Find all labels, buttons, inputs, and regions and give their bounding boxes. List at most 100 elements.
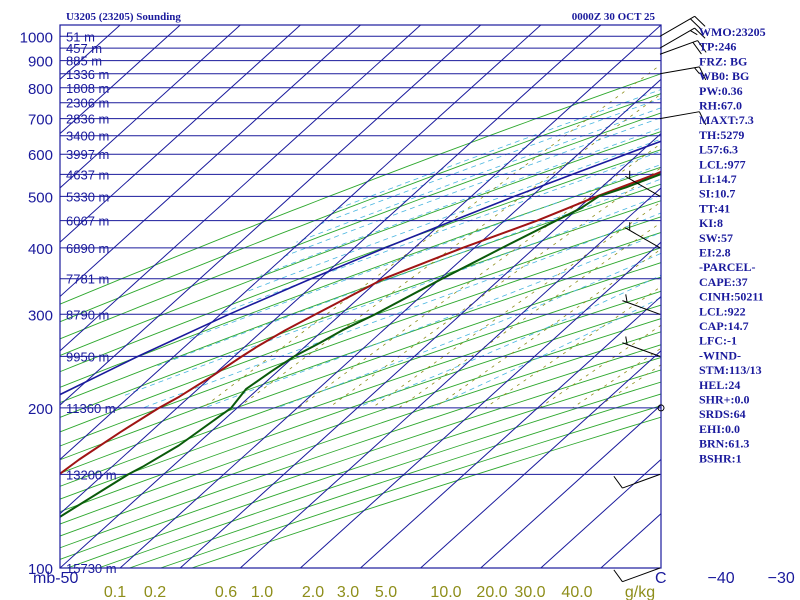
height-label: 51 m — [66, 29, 95, 44]
isotherm — [60, 25, 482, 406]
isotherm — [300, 241, 661, 568]
dry-adiabat — [60, 318, 661, 525]
isotherm — [60, 25, 301, 243]
title-right: 0000Z 30 OCT 25 — [572, 11, 656, 23]
height-label: 885 m — [66, 54, 102, 69]
pressure-label-1000: 1000 — [20, 29, 53, 46]
pressure-label-400: 400 — [28, 241, 53, 258]
temp-tick-label: −40 — [708, 570, 735, 587]
dry-adiabat — [60, 276, 661, 487]
sounding-index: L57:6.3 — [699, 143, 738, 157]
height-label: 6890 m — [66, 241, 109, 256]
sounding-index: WMO:23205 — [699, 25, 766, 39]
temperature-line — [60, 172, 661, 518]
mixing-ratio-label: 0.6 — [215, 584, 237, 600]
sounding-index: FRZ: BG — [699, 54, 747, 68]
pressure-label-100: 100 — [28, 561, 53, 578]
mixing-ratio-label: g/kg — [625, 584, 655, 600]
isotherm — [60, 25, 361, 298]
sounding-index: EI:2.8 — [699, 246, 731, 260]
dry-adiabat — [60, 73, 661, 305]
sounding-index: LCL:977 — [699, 157, 746, 171]
dry-adiabat — [60, 262, 661, 474]
isotherm — [60, 25, 181, 135]
dry-adiabat — [60, 200, 661, 418]
labels-layer: U3205 (23205) Sounding 0000Z 30 OCT 25 1… — [20, 11, 795, 600]
pressure-label-300: 300 — [28, 307, 53, 324]
sounding-index: RH:67.0 — [699, 99, 742, 113]
dry-adiabat — [60, 331, 661, 537]
height-label: 3400 m — [66, 129, 109, 144]
dry-adiabat — [60, 232, 661, 447]
height-label: 15730 m — [66, 561, 117, 576]
dry-adiabat — [60, 149, 661, 373]
temp-tick-label: −30 — [768, 570, 795, 587]
sounding-index: SRDS:64 — [699, 407, 746, 421]
moist-adiabat — [276, 252, 661, 409]
sounding-index: LFC:-1 — [699, 334, 737, 348]
isotherm — [360, 295, 661, 568]
isotherm — [60, 25, 421, 352]
mixing-ratio-label: 20.0 — [476, 584, 507, 600]
height-label: 2306 m — [66, 96, 109, 111]
pressure-label-500: 500 — [28, 189, 53, 206]
tropopause-marker — [657, 404, 665, 412]
height-label: 13200 m — [66, 467, 117, 482]
sounding-index: TP:246 — [699, 40, 736, 54]
mixing-ratio-label: 10.0 — [430, 584, 461, 600]
moist-adiabat — [315, 98, 661, 227]
isotherm — [119, 78, 661, 568]
sounding-index: TT:41 — [699, 201, 730, 215]
mixing-ratio-label: 0.1 — [104, 584, 126, 600]
wind-barb — [659, 15, 706, 37]
wind-barb — [659, 111, 707, 125]
mixing-ratio-line — [202, 64, 661, 409]
moist-adiabat — [282, 117, 661, 258]
height-label: 7781 m — [66, 272, 109, 287]
height-label: 1808 m — [66, 81, 109, 96]
mixing-ratio-line — [434, 248, 661, 409]
height-label: 9950 m — [66, 349, 109, 364]
wind-barb — [625, 170, 661, 197]
title-left: U3205 (23205) Sounding — [66, 11, 181, 23]
height-label: 1336 m — [66, 67, 109, 82]
isotherm — [60, 25, 661, 568]
wind-barb — [625, 222, 661, 249]
isotherm — [179, 132, 661, 568]
isotherm — [420, 350, 661, 568]
wind-barb — [622, 294, 661, 315]
mixing-ratio-label: 5.0 — [375, 584, 397, 600]
isotherm — [239, 187, 661, 568]
pressure-label-600: 600 — [28, 147, 53, 164]
sounding-index: CAPE:37 — [699, 275, 748, 289]
sounding-index: STM:113/13 — [699, 363, 762, 377]
dry-adiabat — [60, 93, 661, 323]
dry-adiabat — [60, 304, 661, 513]
mixing-ratio-label: 0.2 — [144, 584, 166, 600]
temp-tick-label: C — [655, 570, 667, 587]
mixing-ratio-label: 40.0 — [561, 584, 592, 600]
sounding-index: KI:8 — [699, 216, 723, 230]
dry-adiabat — [60, 112, 661, 340]
isotherm — [60, 25, 602, 515]
wind-barb — [613, 567, 661, 583]
moist-adiabat — [296, 107, 661, 243]
wind-barbs-layer — [613, 15, 707, 583]
isotherm — [480, 404, 661, 568]
wind-barb — [659, 40, 707, 55]
isotherm — [60, 25, 542, 461]
pressure-label-900: 900 — [28, 54, 53, 71]
mixing-ratio-label: 3.0 — [337, 584, 359, 600]
mixing-ratio-label: 30.0 — [514, 584, 545, 600]
sounding-index: SHR+:0.0 — [699, 393, 750, 407]
dry-adiabat — [60, 166, 661, 388]
sounding-index: SW:57 — [699, 231, 733, 245]
sounding-index: -WIND- — [699, 348, 741, 362]
height-label: 3997 m — [66, 147, 109, 162]
sounding-index: EHI:0.0 — [699, 422, 740, 436]
height-label: 6067 m — [66, 214, 109, 229]
wind-barb — [613, 473, 661, 489]
temp-tick-label: mb-50 — [33, 570, 78, 587]
wind-barb — [622, 336, 661, 357]
